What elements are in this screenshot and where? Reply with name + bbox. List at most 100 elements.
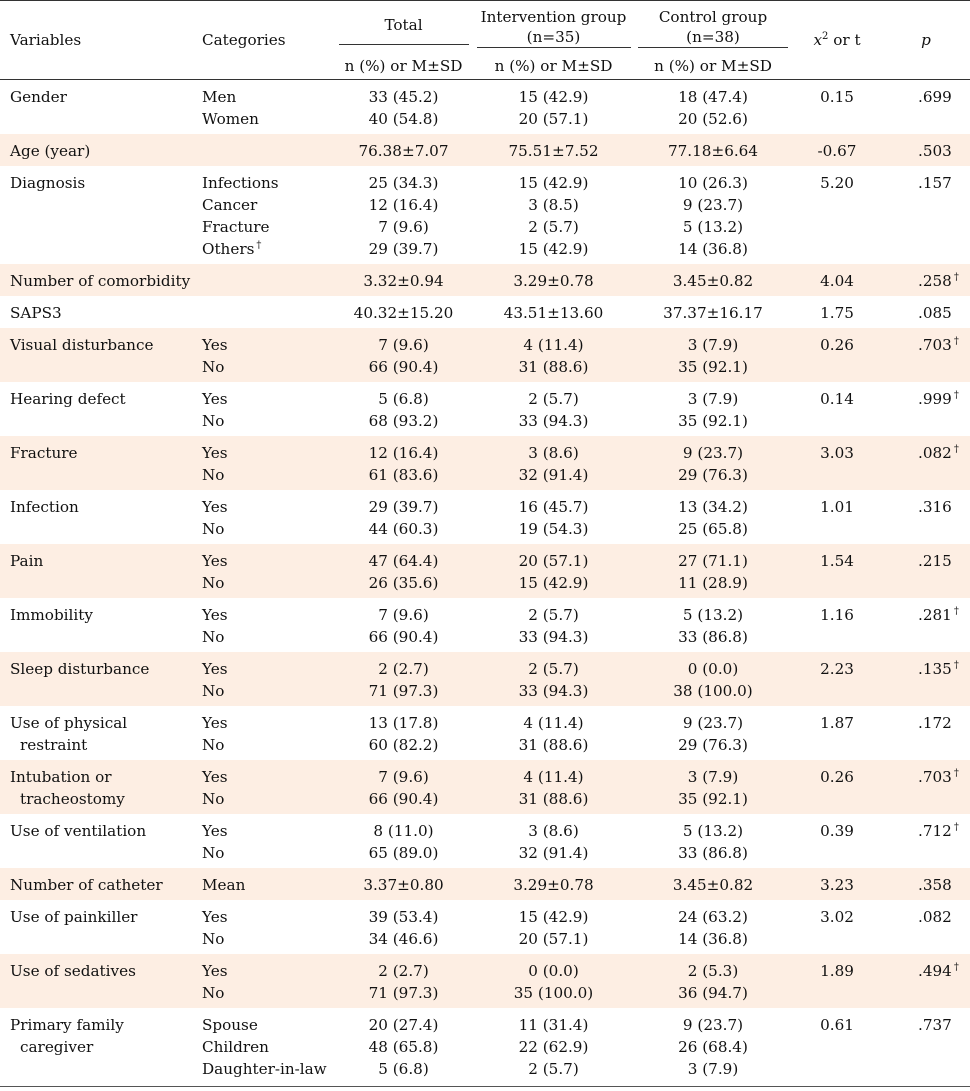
statistic-value: 1.87 (820, 714, 854, 732)
category-cell: Yes No (194, 652, 334, 706)
intervention-value: 33 (94.3) (518, 412, 589, 430)
category-label: Yes (202, 822, 228, 840)
total-cell: 76.38±7.07 (334, 134, 473, 166)
total-cell: 7 (9.6) 66 (90.4) (334, 328, 473, 382)
intervention-cell: 15 (42.9) 20 (57.1) (473, 900, 634, 954)
total-value: 60 (82.2) (368, 736, 439, 754)
total-cell: 20 (27.4) 48 (65.8) 5 (6.8) (334, 1008, 473, 1084)
control-value: 35 (92.1) (678, 790, 748, 808)
variable-name: Fracture (10, 444, 78, 462)
intervention-cell: 3 (8.6) 32 (91.4) (473, 814, 634, 868)
p-value-cell: .135 † (882, 652, 970, 706)
p-value: .172 (918, 714, 952, 732)
p-value-cell: .281 † (882, 598, 970, 652)
header-statistic-symbol: x (813, 31, 823, 49)
control-value: 3 (7.9) (687, 390, 739, 408)
table-row: Use of painkiller Yes No 39 (53.4) 34 (46.6)… (0, 900, 970, 954)
control-value: 27 (71.1) (678, 552, 748, 570)
intervention-value: 33 (94.3) (518, 628, 589, 646)
header-control: Control group (n=38) (634, 0, 792, 53)
total-value: 29 (39.7) (368, 498, 439, 516)
intervention-value: 33 (94.3) (518, 682, 589, 700)
control-value: 29 (76.3) (678, 736, 748, 754)
total-value: 66 (90.4) (368, 790, 439, 808)
statistic-cell: 0.61 (792, 1008, 882, 1084)
p-value: .082 † (918, 444, 959, 462)
intervention-value: 3 (8.5) (528, 196, 579, 214)
control-cell: 9 (23.7) 29 (76.3) (634, 436, 792, 490)
header-total-rule (338, 43, 469, 45)
p-value: .712 † (918, 822, 959, 840)
control-value: 5 (13.2) (682, 606, 744, 624)
variable-cell: Primary family caregiver (0, 1008, 194, 1084)
total-value: 66 (90.4) (368, 358, 439, 376)
table-row: Infection Yes No 29 (39.7) 44 (60.3) 16 (45.7… (0, 490, 970, 544)
category-label: Yes (202, 390, 228, 408)
total-cell: 3.37±0.80 (334, 868, 473, 900)
intervention-cell: 20 (57.1) 15 (42.9) (473, 544, 634, 598)
p-value: .215 (918, 552, 952, 570)
control-value: 3 (7.9) (687, 336, 739, 354)
intervention-value: 15 (42.9) (518, 174, 589, 192)
control-value: 9 (23.7) (682, 196, 744, 214)
total-cell: 25 (34.3) 12 (16.4) 7 (9.6) 29 (39.7) (334, 166, 473, 264)
control-value: 3 (7.9) (687, 1060, 739, 1078)
table-row: Visual disturbance Yes No 7 (9.6) 66 (90.4) 4… (0, 328, 970, 382)
category-label: Yes (202, 552, 228, 570)
intervention-value: 3 (8.6) (528, 822, 579, 840)
category-cell: Infections Cancer Fracture Others † (194, 166, 334, 264)
dagger-footnote-mark: † (256, 240, 262, 251)
header-total-label: Total (384, 15, 423, 34)
total-cell: 3.32±0.94 (334, 264, 473, 296)
category-label: Cancer (202, 196, 258, 214)
statistic-cell: 0.39 (792, 814, 882, 868)
p-value: .316 (918, 498, 952, 516)
total-cell: 40.32±15.20 (334, 296, 473, 328)
intervention-value: 35 (100.0) (513, 984, 594, 1002)
category-cell: Men Women (194, 80, 334, 135)
control-cell: 3 (7.9) 35 (92.1) (634, 382, 792, 436)
category-label: Yes (202, 498, 228, 516)
total-value: 47 (64.4) (368, 552, 439, 570)
variable-cell: Hearing defect (0, 382, 194, 436)
variable-cell: Age (year) (0, 134, 194, 166)
variable-name: Intubation or (10, 768, 112, 786)
intervention-cell: 3.29±0.78 (473, 264, 634, 296)
intervention-value: 15 (42.9) (518, 240, 589, 258)
statistic-value: 1.89 (820, 962, 854, 980)
statistic-value: 5.20 (820, 174, 854, 192)
p-value: .703 † (918, 768, 959, 786)
p-value-cell: .258 † (882, 264, 970, 296)
table-header: Variables Categories Total Intervention … (0, 0, 970, 80)
table-row: Intubation or tracheostomy Yes No 7 (9.6) 66 … (0, 760, 970, 814)
statistic-cell: 0.14 (792, 382, 882, 436)
category-label: Daughter-in-law (202, 1060, 327, 1078)
variable-name: Number of comorbidity (10, 272, 191, 290)
intervention-value: 20 (57.1) (518, 552, 589, 570)
total-value: 33 (45.2) (368, 88, 439, 106)
intervention-value: 2 (5.7) (528, 1060, 579, 1078)
p-value-cell: .082 † (882, 436, 970, 490)
intervention-value: 3 (8.6) (528, 444, 579, 462)
intervention-cell: 4 (11.4) 31 (88.6) (473, 760, 634, 814)
statistic-value: 0.15 (820, 88, 854, 106)
dagger-footnote-mark: † (953, 444, 959, 455)
intervention-cell: 15 (42.9) 3 (8.5) 2 (5.7) 15 (42.9) (473, 166, 634, 264)
statistic-cell: 5.20 (792, 166, 882, 264)
control-value: 11 (28.9) (678, 574, 748, 592)
category-label: Yes (202, 606, 228, 624)
control-cell: 77.18±6.64 (634, 134, 792, 166)
intervention-value: 4 (11.4) (523, 714, 584, 732)
dagger-footnote-mark: † (953, 606, 959, 617)
statistic-cell: 1.75 (792, 296, 882, 328)
total-cell: 39 (53.4) 34 (46.6) (334, 900, 473, 954)
p-value: .082 (918, 908, 952, 926)
category-cell: Yes No (194, 382, 334, 436)
variable-cell: Diagnosis (0, 166, 194, 264)
p-value-cell: .085 (882, 296, 970, 328)
category-label: Yes (202, 962, 228, 980)
variable-name: Visual disturbance (10, 336, 154, 354)
total-value: 3.37±0.80 (363, 876, 444, 894)
category-label: No (202, 984, 225, 1002)
p-value: .703 † (918, 336, 959, 354)
